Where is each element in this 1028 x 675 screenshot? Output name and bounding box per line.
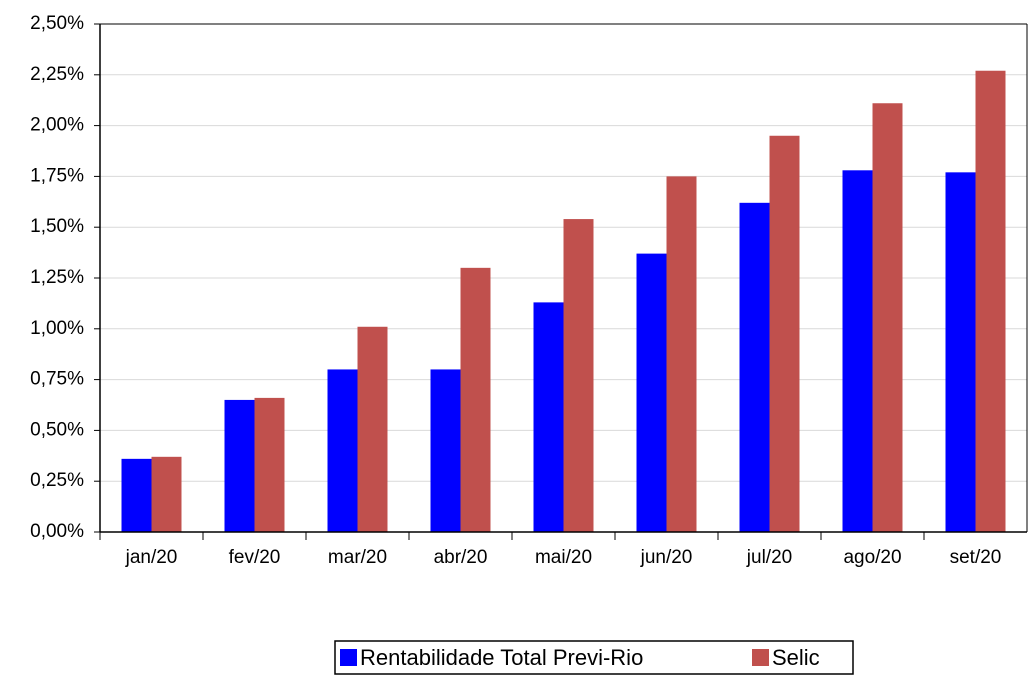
y-tick-label: 1,00% xyxy=(30,318,84,339)
bar xyxy=(357,326,388,532)
legend-label: Rentabilidade Total Previ-Rio xyxy=(360,645,643,670)
bar xyxy=(533,302,564,532)
x-tick-label: jan/20 xyxy=(125,547,178,568)
bar xyxy=(563,219,594,532)
legend-label: Selic xyxy=(772,645,820,670)
x-tick-label: mai/20 xyxy=(535,547,592,568)
x-tick-label: jun/20 xyxy=(640,547,693,568)
y-tick-label: 0,00% xyxy=(30,521,84,542)
x-tick-label: set/20 xyxy=(950,547,1002,568)
bar xyxy=(460,267,491,532)
bar xyxy=(121,458,152,532)
bar xyxy=(224,399,255,532)
legend-marker xyxy=(752,649,769,666)
y-tick-label: 0,75% xyxy=(30,369,84,390)
x-tick-label: fev/20 xyxy=(229,547,281,568)
bar xyxy=(327,369,358,532)
x-tick-label: jul/20 xyxy=(746,547,792,568)
y-tick-label: 1,75% xyxy=(30,165,84,186)
bar xyxy=(151,456,182,532)
bar xyxy=(769,135,800,532)
bar xyxy=(636,253,667,532)
bar xyxy=(430,369,461,532)
y-tick-label: 2,25% xyxy=(30,64,84,85)
y-tick-label: 1,50% xyxy=(30,216,84,237)
bar xyxy=(739,202,770,533)
x-tick-label: abr/20 xyxy=(434,547,488,568)
bar xyxy=(254,397,285,532)
bar xyxy=(872,103,903,533)
y-tick-label: 2,50% xyxy=(30,13,84,34)
x-tick-label: ago/20 xyxy=(843,547,901,568)
bar xyxy=(975,70,1006,533)
y-tick-label: 1,25% xyxy=(30,267,84,288)
y-tick-label: 0,25% xyxy=(30,470,84,491)
y-tick-label: 2,00% xyxy=(30,115,84,136)
bar xyxy=(842,170,873,532)
legend-marker xyxy=(340,649,357,666)
y-tick-label: 0,50% xyxy=(30,419,84,440)
bar xyxy=(666,176,697,532)
bar xyxy=(945,172,976,532)
x-tick-label: mar/20 xyxy=(328,547,387,568)
